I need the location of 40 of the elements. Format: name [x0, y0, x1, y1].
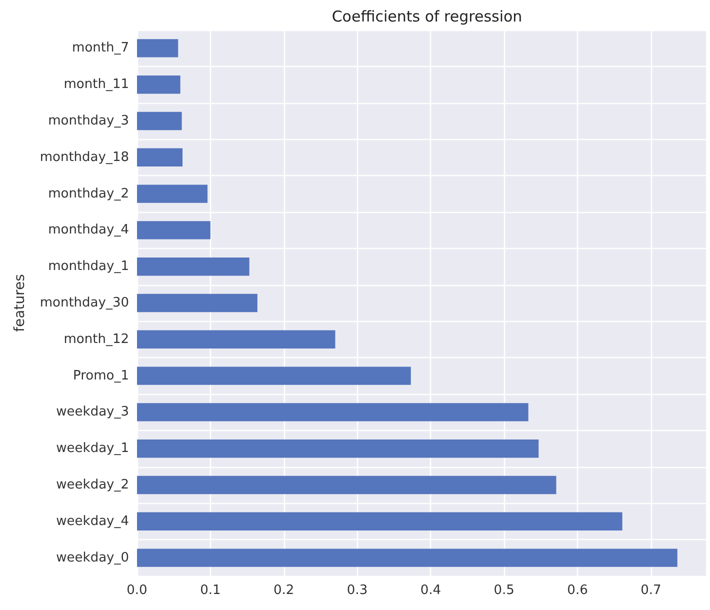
y-tick-label: Promo_1: [72, 368, 129, 384]
bar: [137, 39, 178, 58]
y-tick-label: month_12: [64, 332, 129, 347]
x-tick-label: 0.7: [640, 583, 662, 598]
bar: [137, 403, 528, 422]
y-tick-label: monthday_18: [40, 150, 129, 165]
y-tick-label: weekday_0: [56, 550, 129, 566]
x-tick-label: 0.5: [494, 583, 514, 598]
y-tick-label: monthday_2: [48, 186, 129, 202]
x-tick-label: 0.1: [200, 583, 221, 598]
bar: [137, 512, 622, 530]
bar: [137, 148, 183, 166]
y-tick-label: month_7: [72, 40, 129, 56]
y-tick-label: monthday_1: [48, 259, 129, 274]
bar: [137, 258, 250, 276]
bar: [137, 221, 210, 240]
y-tick-label: weekday_4: [56, 514, 129, 529]
chart-title: Coefficients of regression: [332, 8, 522, 26]
x-tick-label: 0.4: [420, 583, 442, 598]
x-tick-label: 0.6: [567, 583, 588, 598]
bar: [137, 112, 182, 130]
x-tick-label: 0.0: [126, 583, 148, 598]
x-tick-label: 0.2: [273, 583, 294, 598]
y-tick-label: weekday_3: [56, 404, 129, 420]
bar: [137, 76, 180, 94]
bar: [137, 330, 336, 348]
y-tick-label: month_11: [64, 77, 129, 92]
y-tick-label: monthday_30: [40, 296, 129, 310]
y-tick-label: monthday_3: [48, 114, 129, 128]
y-tick-label: monthday_4: [48, 222, 129, 238]
y-tick-label: weekday_2: [56, 478, 129, 492]
y-axis-title: features: [12, 274, 28, 332]
y-tick-label: weekday_1: [56, 441, 129, 456]
bar: [137, 184, 208, 203]
bar: [137, 476, 556, 494]
x-tick-label: 0.3: [346, 583, 368, 598]
bar: [137, 440, 539, 458]
bar: [137, 294, 258, 312]
bar: [137, 548, 678, 567]
bar: [137, 366, 411, 385]
